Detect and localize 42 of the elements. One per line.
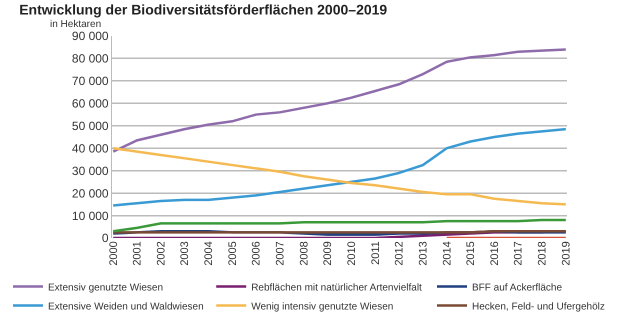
x-tick-label: 2000 — [108, 241, 120, 266]
line-series — [112, 218, 567, 233]
x-tick-label: 2017 — [512, 241, 525, 266]
legend-label: Rebflächen mit natürlicher Artenvielfalt — [251, 282, 422, 294]
y-tick-label: 0 — [102, 231, 109, 246]
x-tick-label: 2006 — [250, 241, 263, 266]
x-tick-label: 2010 — [346, 241, 358, 266]
y-tick-label: 40 000 — [72, 141, 109, 156]
x-tick-label: 2004 — [203, 241, 216, 266]
x-tick-label: 2015 — [465, 241, 478, 266]
legend-label: Extensiv genutzte Wiesen — [48, 282, 164, 294]
y-tick-label: 30 000 — [72, 164, 109, 178]
y-tick-label: 60 000 — [72, 96, 109, 111]
line-series — [112, 48, 567, 153]
y-tick-label: 10 000 — [72, 208, 109, 223]
y-tick-label: 70 000 — [72, 74, 109, 88]
x-tick-label: 2018 — [536, 241, 549, 266]
chart-title: Entwicklung der Biodiversitätsförderflächen 2000–2019 — [19, 2, 388, 18]
legend-label: Hecken, Feld- und Ufergehölz — [472, 301, 605, 312]
y-tick-label: 20 000 — [72, 186, 109, 200]
y-tick-label: 50 000 — [72, 118, 109, 133]
y-tick-label: 80 000 — [72, 52, 109, 66]
line-series — [112, 128, 567, 207]
x-tick-label: 2002 — [155, 241, 168, 266]
x-tick-label: 2016 — [488, 241, 501, 266]
line-series — [112, 146, 567, 206]
x-tick-label: 2011 — [370, 241, 382, 265]
x-tick-label: 2001 — [132, 241, 144, 266]
x-tick-label: 2005 — [226, 241, 239, 266]
x-tick-label: 2003 — [179, 241, 192, 266]
x-tick-label: 2009 — [322, 241, 334, 266]
x-tick-label: 2012 — [394, 241, 406, 266]
legend-label: Wenig intensiv genutzte Wiesen — [251, 301, 394, 312]
x-tick-label: 2014 — [441, 241, 454, 266]
x-tick-label: 2007 — [274, 241, 287, 266]
x-tick-label: 2008 — [298, 241, 310, 266]
legend-label: Extensive Weiden und Waldwiesen — [48, 301, 204, 312]
y-tick-label: 90 000 — [72, 29, 109, 44]
chart-subtitle: in Hektaren — [50, 19, 102, 30]
x-tick-label: 2019 — [560, 241, 572, 266]
x-tick-label: 2013 — [417, 241, 430, 266]
legend-label: BFF auf Ackerfläche — [472, 282, 562, 294]
